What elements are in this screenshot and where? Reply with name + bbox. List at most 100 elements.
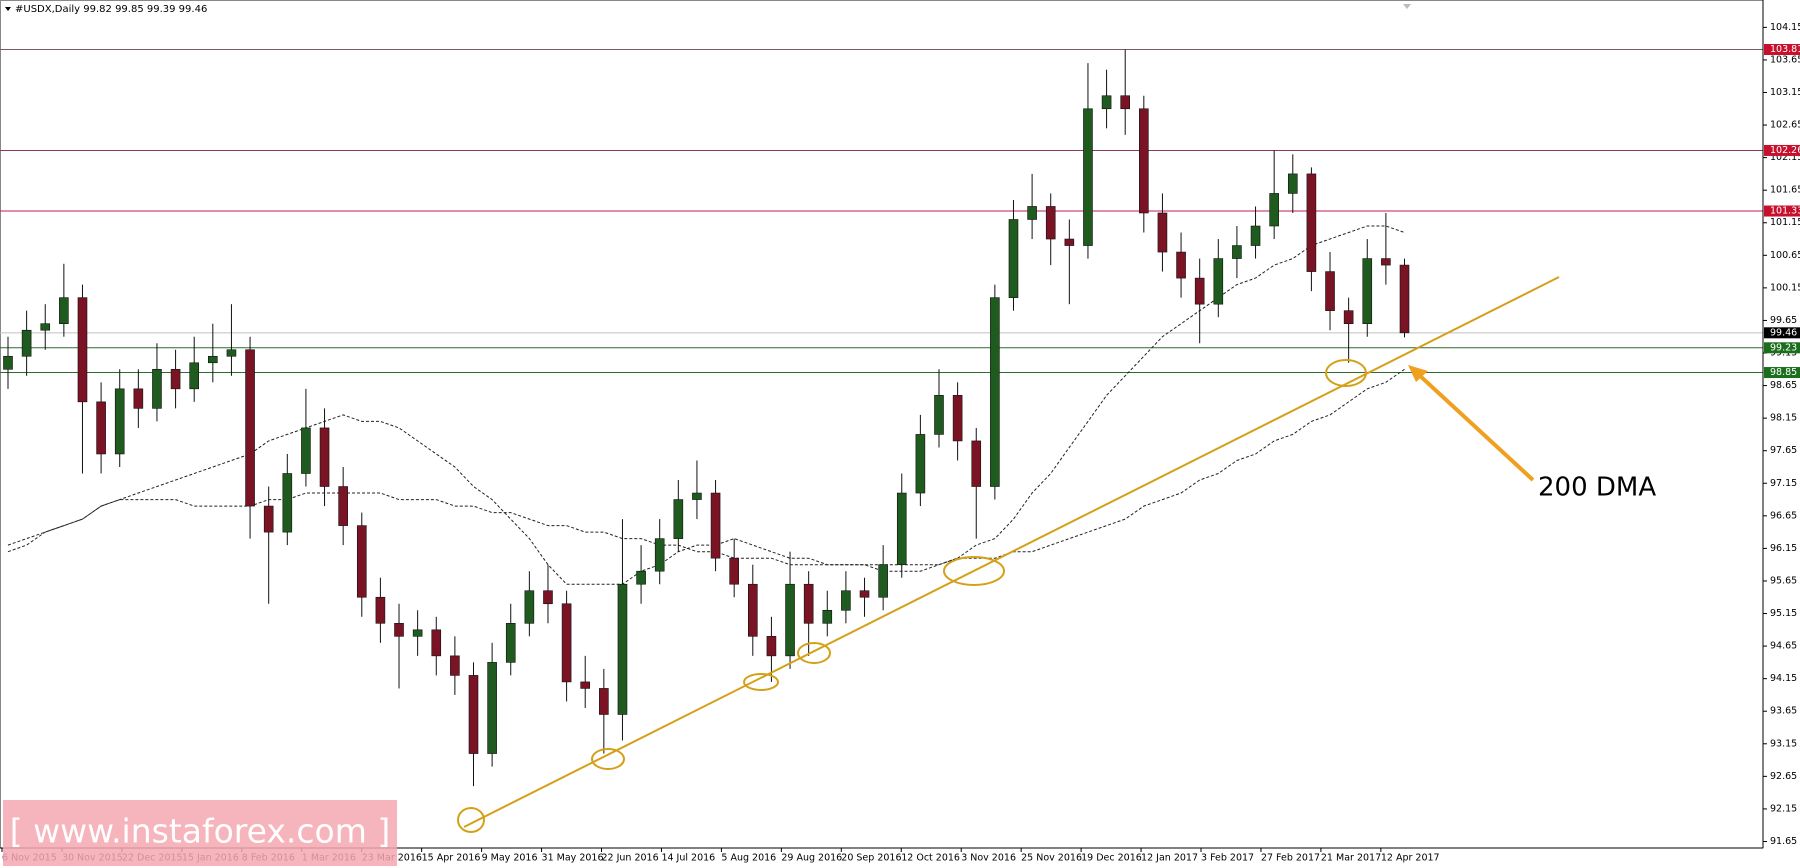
candle-body xyxy=(412,629,423,637)
candle-body xyxy=(152,368,162,409)
candle-body xyxy=(1343,310,1354,324)
candle-body xyxy=(394,622,404,637)
candle-body xyxy=(263,505,274,533)
level-label-box xyxy=(1764,205,1800,217)
y-tick-label: 94.15 xyxy=(1770,673,1797,684)
arrow-shaft xyxy=(1416,372,1535,482)
y-tick-label: 103.15 xyxy=(1770,87,1800,98)
menu-triangle xyxy=(5,7,11,11)
candle-body xyxy=(431,629,442,657)
candle-body xyxy=(59,297,69,324)
x-tick-label: 20 Sep 2016 xyxy=(841,853,901,864)
candle-body xyxy=(170,368,181,390)
candle-body xyxy=(1045,206,1056,240)
candle-body xyxy=(785,583,795,657)
x-tick-label: 19 Dec 2016 xyxy=(1081,853,1142,864)
y-tick-label: 91.65 xyxy=(1770,836,1797,847)
x-tick-label: 12 Jan 2017 xyxy=(1141,853,1198,864)
candle-body xyxy=(96,401,106,455)
candle-body xyxy=(375,596,386,624)
x-tick-label: 29 Aug 2016 xyxy=(781,853,842,864)
level-label: 99.46 xyxy=(1770,327,1797,338)
level-label-box xyxy=(1764,342,1800,354)
candle-body xyxy=(561,603,572,683)
y-tick-label: 97.65 xyxy=(1770,445,1797,456)
candle-body xyxy=(896,492,907,565)
level-label-box xyxy=(1764,43,1800,55)
candle-body xyxy=(934,395,944,435)
candle-body xyxy=(692,492,702,500)
candle-body xyxy=(1008,219,1019,298)
x-tick-label: 5 Aug 2016 xyxy=(721,853,776,864)
candle-body xyxy=(1250,225,1261,246)
watermark: [ www.instaforex.com ] xyxy=(10,812,390,851)
x-tick-label: 21 Mar 2017 xyxy=(1321,853,1381,864)
y-tick-label: 92.65 xyxy=(1770,771,1797,782)
candle-body xyxy=(3,355,13,370)
highlight-circle xyxy=(1325,359,1367,387)
candle-body xyxy=(636,570,646,585)
annotation: 200 DMA xyxy=(1538,473,1656,503)
candle-body xyxy=(1213,258,1224,305)
highlight-circle xyxy=(591,748,625,770)
highlight-circle xyxy=(943,556,1005,586)
candle-body xyxy=(971,440,982,487)
candle-body xyxy=(952,395,963,442)
moving-average xyxy=(7,225,1405,585)
candle-body xyxy=(114,388,125,455)
y-tick-label: 95.15 xyxy=(1770,608,1797,619)
candle-body xyxy=(1325,271,1335,311)
level-label-box xyxy=(1764,144,1800,156)
candle-body xyxy=(599,688,609,715)
candle-body xyxy=(710,492,721,559)
candle-body xyxy=(1083,108,1093,246)
x-tick-label: 15 Apr 2016 xyxy=(422,853,481,864)
candle-body xyxy=(301,427,311,474)
levels xyxy=(0,48,1763,374)
y-tick-label: 94.65 xyxy=(1770,641,1797,652)
x-tick-label: 31 May 2016 xyxy=(542,853,604,864)
y-tick-label: 101.65 xyxy=(1770,185,1800,196)
candle-body xyxy=(450,655,460,676)
x-tick-label: 3 Nov 2016 xyxy=(961,853,1016,864)
candle-body xyxy=(189,362,199,390)
candle-body xyxy=(338,486,348,526)
candle-body xyxy=(356,525,367,598)
candle-body xyxy=(1139,108,1149,214)
y-tick-label: 98.65 xyxy=(1770,380,1797,391)
candle-body xyxy=(208,355,218,364)
candle-body xyxy=(40,323,51,331)
candle-body xyxy=(1287,173,1298,194)
candle-body xyxy=(1120,95,1130,110)
level-label: 101.33 xyxy=(1770,206,1800,217)
candle-body xyxy=(1064,238,1075,246)
level-label: 99.23 xyxy=(1770,342,1797,353)
y-tick-label: 97.15 xyxy=(1770,478,1797,489)
arrow-head xyxy=(1408,365,1428,382)
candle-body xyxy=(673,499,684,539)
y-tick-label: 102.15 xyxy=(1770,152,1800,163)
candle-body xyxy=(319,427,330,487)
candle-body xyxy=(77,297,88,403)
candle-body xyxy=(747,583,758,637)
candle-body xyxy=(580,681,591,689)
candle-body xyxy=(1306,173,1317,272)
chart-title: #USDX,Daily 99.82 99.85 99.39 99.46 xyxy=(15,4,207,15)
candle-body xyxy=(1027,206,1037,220)
candle-body xyxy=(282,473,293,533)
level-label: 98.85 xyxy=(1770,367,1797,378)
y-tick-label: 98.15 xyxy=(1770,413,1797,424)
candle-body xyxy=(468,675,479,754)
candle-body xyxy=(617,583,628,715)
y-tick-label: 102.65 xyxy=(1770,120,1800,131)
y-tick-label: 101.15 xyxy=(1770,217,1800,228)
x-tick-label: 25 Nov 2016 xyxy=(1021,853,1082,864)
x-tick-label: 12 Apr 2017 xyxy=(1381,853,1440,864)
x-tick-label: 14 Jul 2016 xyxy=(661,853,715,864)
highlight-circle xyxy=(797,642,831,664)
candle-body xyxy=(1176,251,1186,279)
candle-body xyxy=(803,583,814,624)
candle-body xyxy=(1362,258,1373,324)
candle-body xyxy=(505,622,516,663)
